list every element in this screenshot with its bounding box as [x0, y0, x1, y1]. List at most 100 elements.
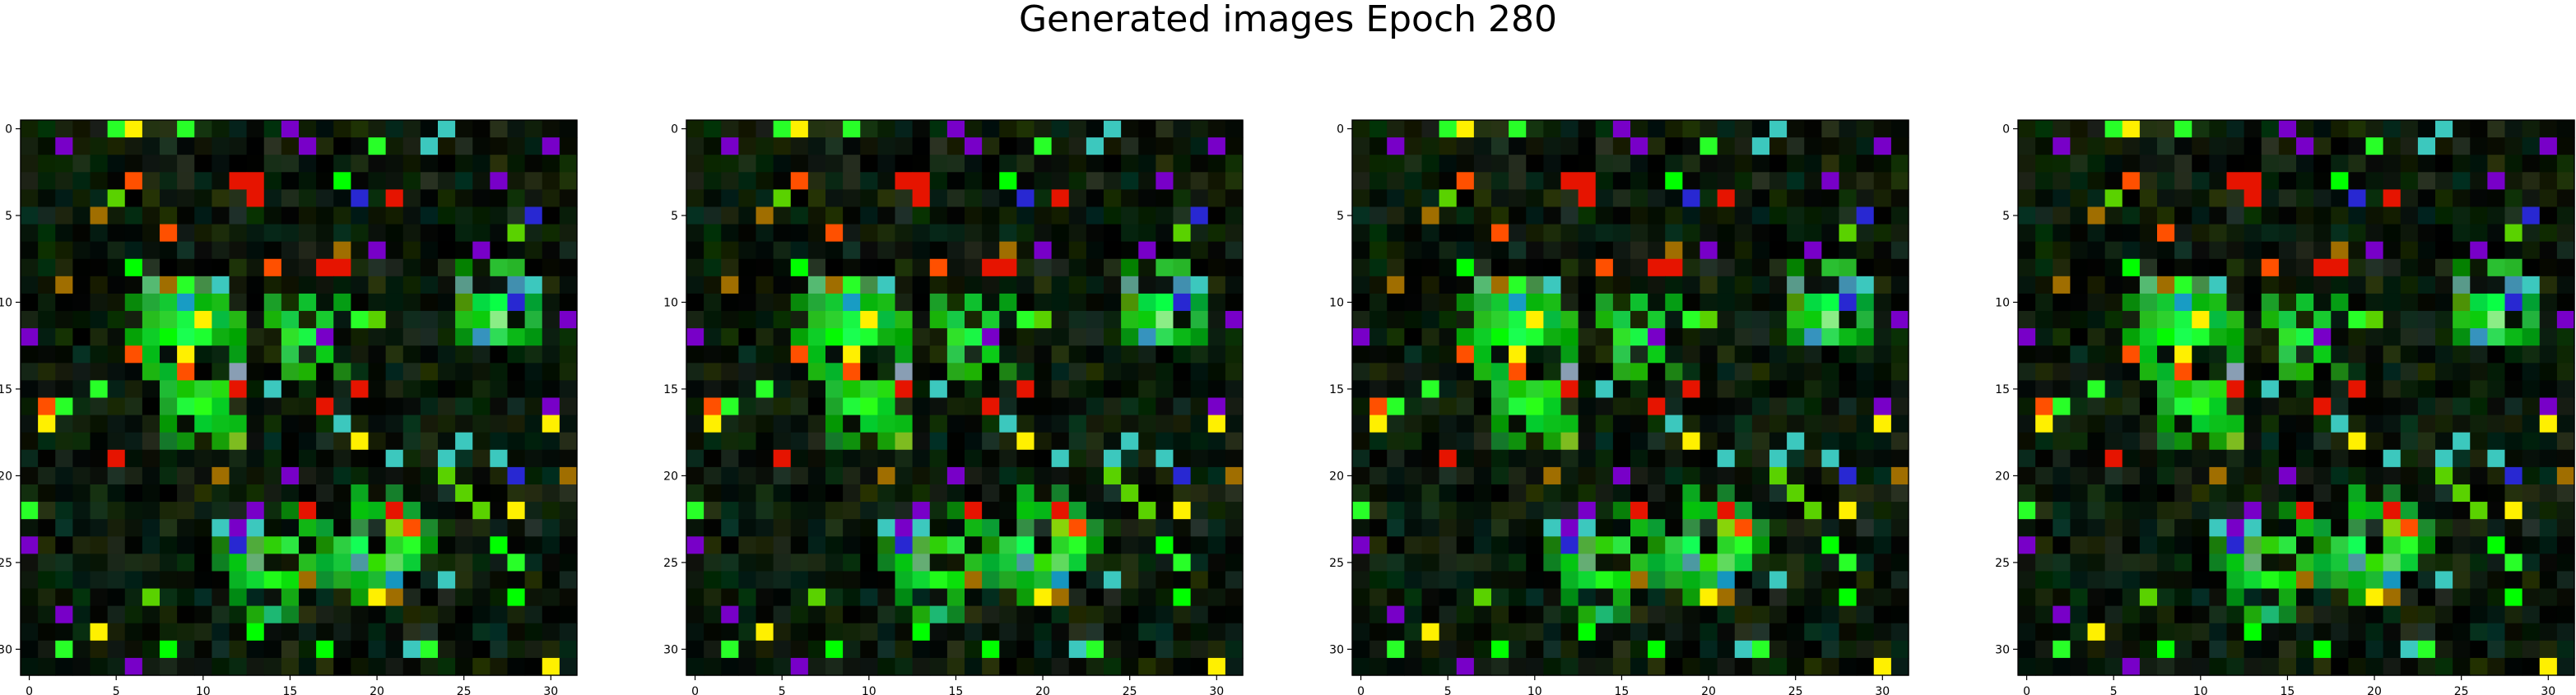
pixel-cell — [1473, 241, 1492, 260]
pixel-cell — [2018, 224, 2036, 243]
pixel-cell — [281, 554, 300, 572]
pixel-cell — [559, 449, 578, 468]
pixel-cell — [90, 536, 109, 554]
pixel-cell — [316, 588, 334, 607]
pixel-cell — [1404, 276, 1423, 294]
pixel-cell — [246, 571, 265, 590]
pixel-cell — [1578, 224, 1597, 243]
pixel-cell — [1821, 623, 1840, 642]
pixel-cell — [38, 172, 56, 190]
pixel-cell — [1682, 554, 1701, 572]
pixel-cell — [1873, 345, 1892, 364]
pixel-cell — [1491, 432, 1509, 451]
pixel-cell — [72, 293, 91, 312]
pixel-cell — [982, 137, 1000, 155]
pixel-cell — [1595, 484, 1614, 503]
pixel-cell — [2331, 571, 2349, 590]
pixel-cell — [2139, 466, 2158, 485]
pixel-cell — [2087, 554, 2106, 572]
pixel-cell — [212, 657, 230, 676]
pixel-cell — [333, 432, 351, 451]
pixel-cell — [142, 380, 160, 399]
pixel-cell — [1890, 172, 1909, 190]
pixel-cell — [1190, 640, 1209, 659]
pixel-cell — [316, 449, 334, 468]
pixel-cell — [1595, 206, 1614, 225]
pixel-cell — [38, 623, 56, 642]
pixel-cell — [2313, 657, 2332, 676]
pixel-cell — [1612, 345, 1631, 364]
pixel-cell — [1121, 432, 1139, 451]
pixel-cell — [559, 206, 578, 225]
pixel-cell — [455, 466, 473, 485]
pixel-cell — [212, 640, 230, 659]
pixel-cell — [299, 397, 317, 416]
pixel-cell — [507, 380, 526, 399]
pixel-cell — [299, 328, 317, 346]
pixel-cell — [1016, 449, 1035, 468]
pixel-cell — [542, 484, 560, 503]
pixel-cell — [1648, 502, 1666, 520]
pixel-cell — [281, 276, 300, 294]
pixel-cell — [1155, 311, 1174, 329]
pixel-cell — [1138, 172, 1156, 190]
pixel-cell — [385, 311, 404, 329]
y-tick-label: 30 — [1995, 643, 2010, 656]
pixel-cell — [2209, 224, 2228, 243]
pixel-cell — [1225, 519, 1244, 537]
pixel-cell — [438, 466, 456, 485]
pixel-cell — [1630, 466, 1648, 485]
pixel-cell — [2313, 328, 2332, 346]
pixel-cell — [1769, 588, 1788, 607]
pixel-cell — [420, 363, 439, 381]
pixel-cell — [738, 363, 757, 381]
x-tick-label: 0 — [691, 685, 699, 695]
pixel-cell — [72, 554, 91, 572]
pixel-cell — [1648, 397, 1666, 416]
pixel-cell — [2018, 363, 2036, 381]
pixel-cell — [721, 449, 739, 468]
pixel-cell — [2313, 519, 2332, 537]
pixel-cell — [2139, 432, 2158, 451]
pixel-cell — [55, 415, 73, 433]
pixel-cell — [229, 172, 248, 190]
pixel-cell — [194, 363, 212, 381]
pixel-cell — [877, 345, 896, 364]
pixel-cell — [90, 449, 109, 468]
pixel-cell — [524, 536, 543, 554]
pixel-cell — [160, 276, 178, 294]
pixel-cell — [490, 484, 509, 503]
pixel-cell — [1190, 276, 1209, 294]
pixel-cell — [142, 224, 160, 243]
pixel-cell — [2417, 345, 2436, 364]
pixel-cell — [2383, 189, 2402, 208]
pixel-cell — [2470, 241, 2488, 260]
pixel-cell — [542, 432, 560, 451]
pixel-cell — [895, 502, 914, 520]
pixel-cell — [929, 137, 948, 155]
pixel-cell — [559, 432, 578, 451]
pixel-cell — [2278, 484, 2297, 503]
pixel-cell — [1648, 466, 1666, 485]
pixel-cell — [1068, 172, 1087, 190]
pixel-cell — [2087, 137, 2106, 155]
pixel-cell — [1682, 206, 1701, 225]
pixel-cell — [21, 276, 39, 294]
pixel-cell — [2244, 502, 2262, 520]
pixel-cell — [1068, 571, 1087, 590]
pixel-cell — [929, 466, 948, 485]
pixel-cell — [2453, 588, 2471, 607]
pixel-cell — [438, 345, 456, 364]
pixel-cell — [825, 640, 844, 659]
pixel-cell — [1439, 206, 1458, 225]
pixel-cell — [721, 206, 739, 225]
pixel-cell — [299, 466, 317, 485]
pixel-cell — [2313, 206, 2332, 225]
pixel-cell — [965, 657, 983, 676]
pixel-cell — [455, 640, 473, 659]
pixel-cell — [1086, 449, 1104, 468]
pixel-cell — [912, 605, 931, 624]
pixel-cell — [2556, 397, 2575, 416]
pixel-cell — [1769, 120, 1788, 138]
y-tick-label: 5 — [671, 210, 678, 223]
